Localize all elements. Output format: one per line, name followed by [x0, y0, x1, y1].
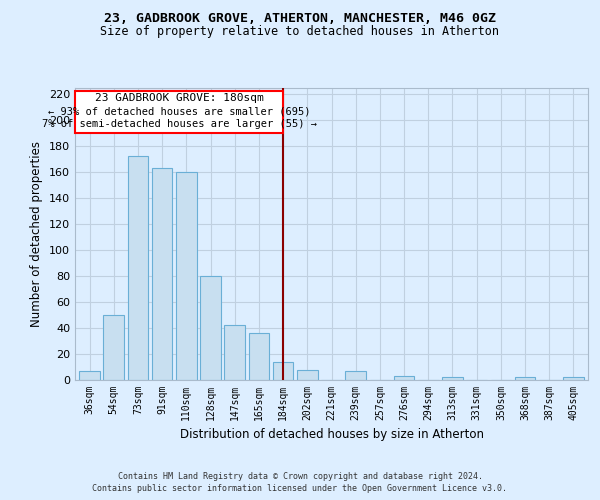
Text: 7% of semi-detached houses are larger (55) →: 7% of semi-detached houses are larger (5… [41, 119, 317, 129]
Bar [128, 156, 148, 380]
Bar [103, 315, 124, 380]
Bar [297, 370, 317, 380]
Text: 23, GADBROOK GROVE, ATHERTON, MANCHESTER, M46 0GZ: 23, GADBROOK GROVE, ATHERTON, MANCHESTER… [104, 12, 496, 26]
Bar [563, 378, 584, 380]
Bar [394, 376, 415, 380]
Bar [79, 371, 100, 380]
Y-axis label: Number of detached properties: Number of detached properties [31, 141, 43, 327]
Bar [442, 378, 463, 380]
Bar [248, 333, 269, 380]
FancyBboxPatch shape [75, 92, 283, 133]
Text: 23 GADBROOK GROVE: 180sqm: 23 GADBROOK GROVE: 180sqm [95, 94, 263, 104]
Bar [200, 276, 221, 380]
Bar [273, 362, 293, 380]
Bar [152, 168, 172, 380]
Text: ← 93% of detached houses are smaller (695): ← 93% of detached houses are smaller (69… [48, 106, 310, 117]
Text: Contains HM Land Registry data © Crown copyright and database right 2024.: Contains HM Land Registry data © Crown c… [118, 472, 482, 481]
Bar [515, 378, 535, 380]
X-axis label: Distribution of detached houses by size in Atherton: Distribution of detached houses by size … [179, 428, 484, 442]
Bar [176, 172, 197, 380]
Bar [224, 326, 245, 380]
Bar [346, 371, 366, 380]
Text: Contains public sector information licensed under the Open Government Licence v3: Contains public sector information licen… [92, 484, 508, 493]
Text: Size of property relative to detached houses in Atherton: Size of property relative to detached ho… [101, 25, 499, 38]
